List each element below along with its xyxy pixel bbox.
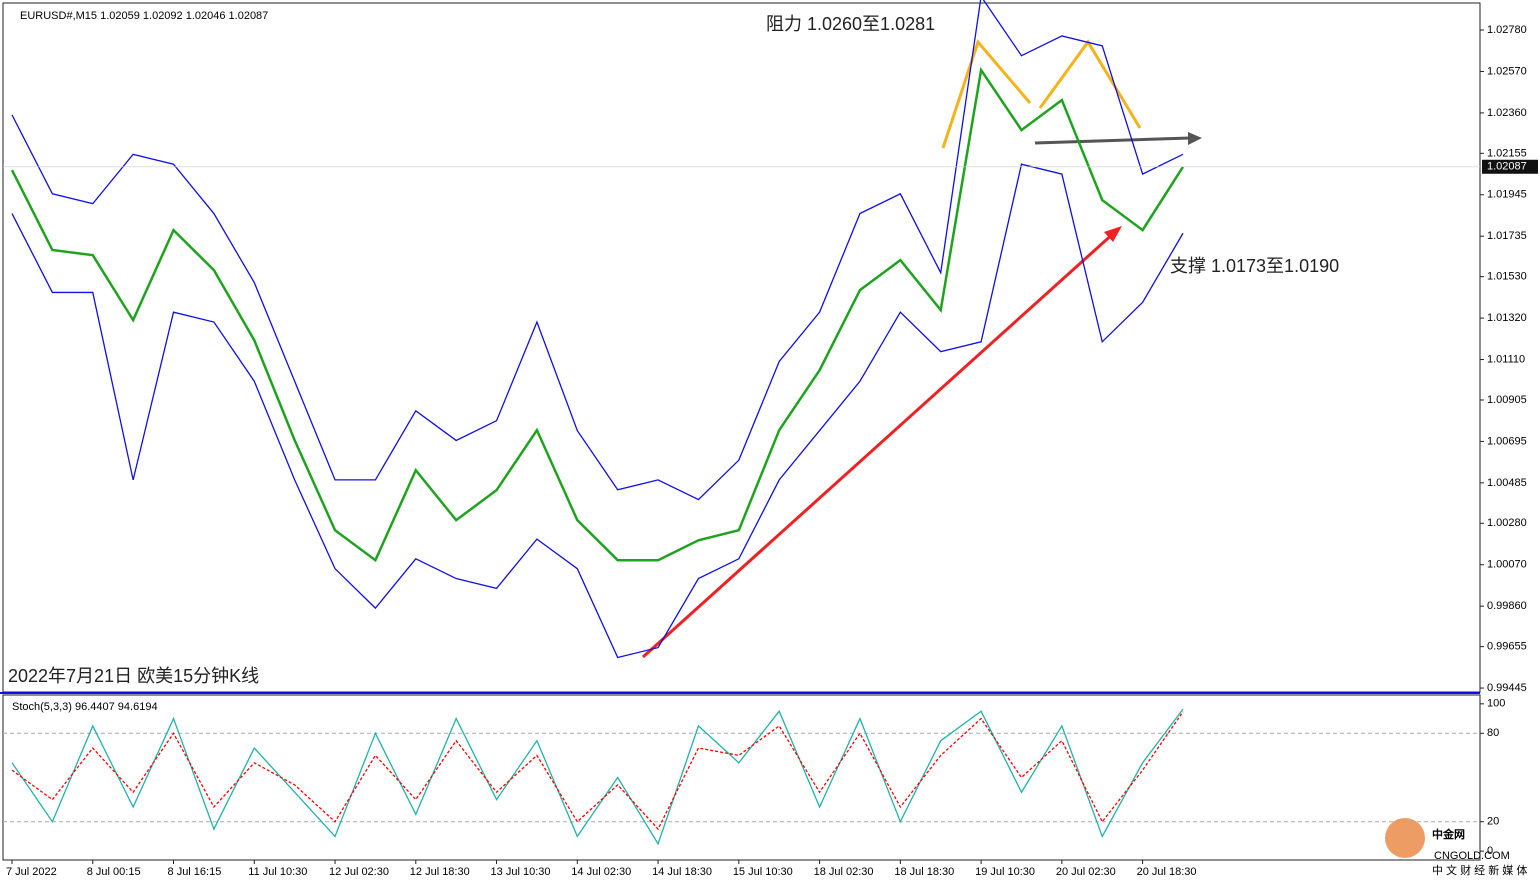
watermark: 中金网 CNGOLD.COM 中 文 财 经 新 媒 体	[1385, 818, 1527, 877]
series-line	[11, 163, 1184, 659]
x-tick-label: 8 Jul 16:15	[168, 866, 222, 878]
trend-arrow	[641, 230, 1117, 659]
y-tick-label: 1.02360	[1487, 107, 1527, 119]
symbol-header: EURUSD#,M15 1.02059 1.02092 1.02046 1.02…	[20, 10, 268, 22]
current-price-box	[1482, 159, 1538, 174]
x-tick-label: 12 Jul 02:30	[329, 866, 389, 878]
arrow-head	[1104, 226, 1122, 242]
series-line	[11, 711, 1184, 831]
support-note: 支撑 1.0173至1.0190	[1170, 256, 1339, 276]
x-tick-label: 14 Jul 18:30	[652, 866, 712, 878]
x-tick-label: 13 Jul 10:30	[491, 866, 551, 878]
x-tick-label: 20 Jul 18:30	[1137, 866, 1197, 878]
x-tick-label: 18 Jul 18:30	[894, 866, 954, 878]
x-tick-label: 7 Jul 2022	[6, 866, 57, 878]
y-tick-label: 1.00905	[1487, 394, 1527, 406]
chart-caption: 2022年7月21日 欧美15分钟K线	[8, 666, 259, 686]
x-tick-label: 20 Jul 02:30	[1056, 866, 1116, 878]
series-line	[10, 66, 1185, 563]
x-tick-label: 19 Jul 10:30	[975, 866, 1035, 878]
y-tick-label: 80	[1487, 727, 1499, 739]
stoch-panel	[2, 694, 1481, 861]
logo-slogan: 中 文 财 经 新 媒 体	[1432, 863, 1527, 877]
y-tick-label: 1.00280	[1487, 517, 1527, 529]
stoch-header: Stoch(5,3,3) 96.4407 94.6194	[12, 701, 158, 713]
x-tick-label: 8 Jul 00:15	[87, 866, 141, 878]
y-tick-label: 1.00695	[1487, 435, 1527, 447]
pattern-line	[941, 38, 1032, 149]
y-tick-label: 1.01320	[1487, 312, 1527, 324]
y-tick-label: 1.02570	[1487, 65, 1527, 77]
series-line	[11, 0, 1184, 501]
logo-site: CNGOLD.COM	[1434, 850, 1510, 862]
logo-mark	[1385, 818, 1425, 858]
current-price-label: 1.02087	[1487, 161, 1527, 173]
x-tick-label: 12 Jul 18:30	[410, 866, 470, 878]
logo-name: 中金网	[1432, 827, 1465, 841]
y-tick-label: 0	[1487, 845, 1493, 857]
y-tick-label: 0.99445	[1487, 682, 1527, 694]
y-tick-label: 1.01110	[1487, 353, 1525, 365]
x-tick-label: 18 Jul 02:30	[814, 866, 874, 878]
y-tick-label: 1.01945	[1487, 189, 1527, 201]
y-tick-label: 1.00485	[1487, 477, 1527, 489]
x-tick-label: 11 Jul 10:30	[248, 866, 307, 878]
y-tick-label: 1.00070	[1487, 559, 1527, 571]
arrow-head	[1188, 132, 1202, 145]
y-tick-label: 100	[1487, 698, 1505, 710]
x-tick-label: 15 Jul 10:30	[733, 866, 793, 878]
y-tick-label: 1.02780	[1487, 24, 1527, 36]
neckline-arrow	[1034, 136, 1191, 145]
y-tick-label: 20	[1487, 816, 1499, 828]
series-line	[11, 708, 1184, 846]
y-tick-label: 1.01735	[1487, 230, 1527, 242]
y-tick-label: 1.01530	[1487, 271, 1527, 283]
resistance-note: 阻力 1.0260至1.0281	[766, 14, 935, 34]
x-tick-label: 14 Jul 02:30	[571, 866, 631, 878]
y-tick-label: 0.99655	[1487, 641, 1527, 653]
arrows	[641, 38, 1202, 659]
y-tick-label: 0.99860	[1487, 600, 1527, 612]
y-tick-label: 1.02155	[1487, 147, 1527, 159]
